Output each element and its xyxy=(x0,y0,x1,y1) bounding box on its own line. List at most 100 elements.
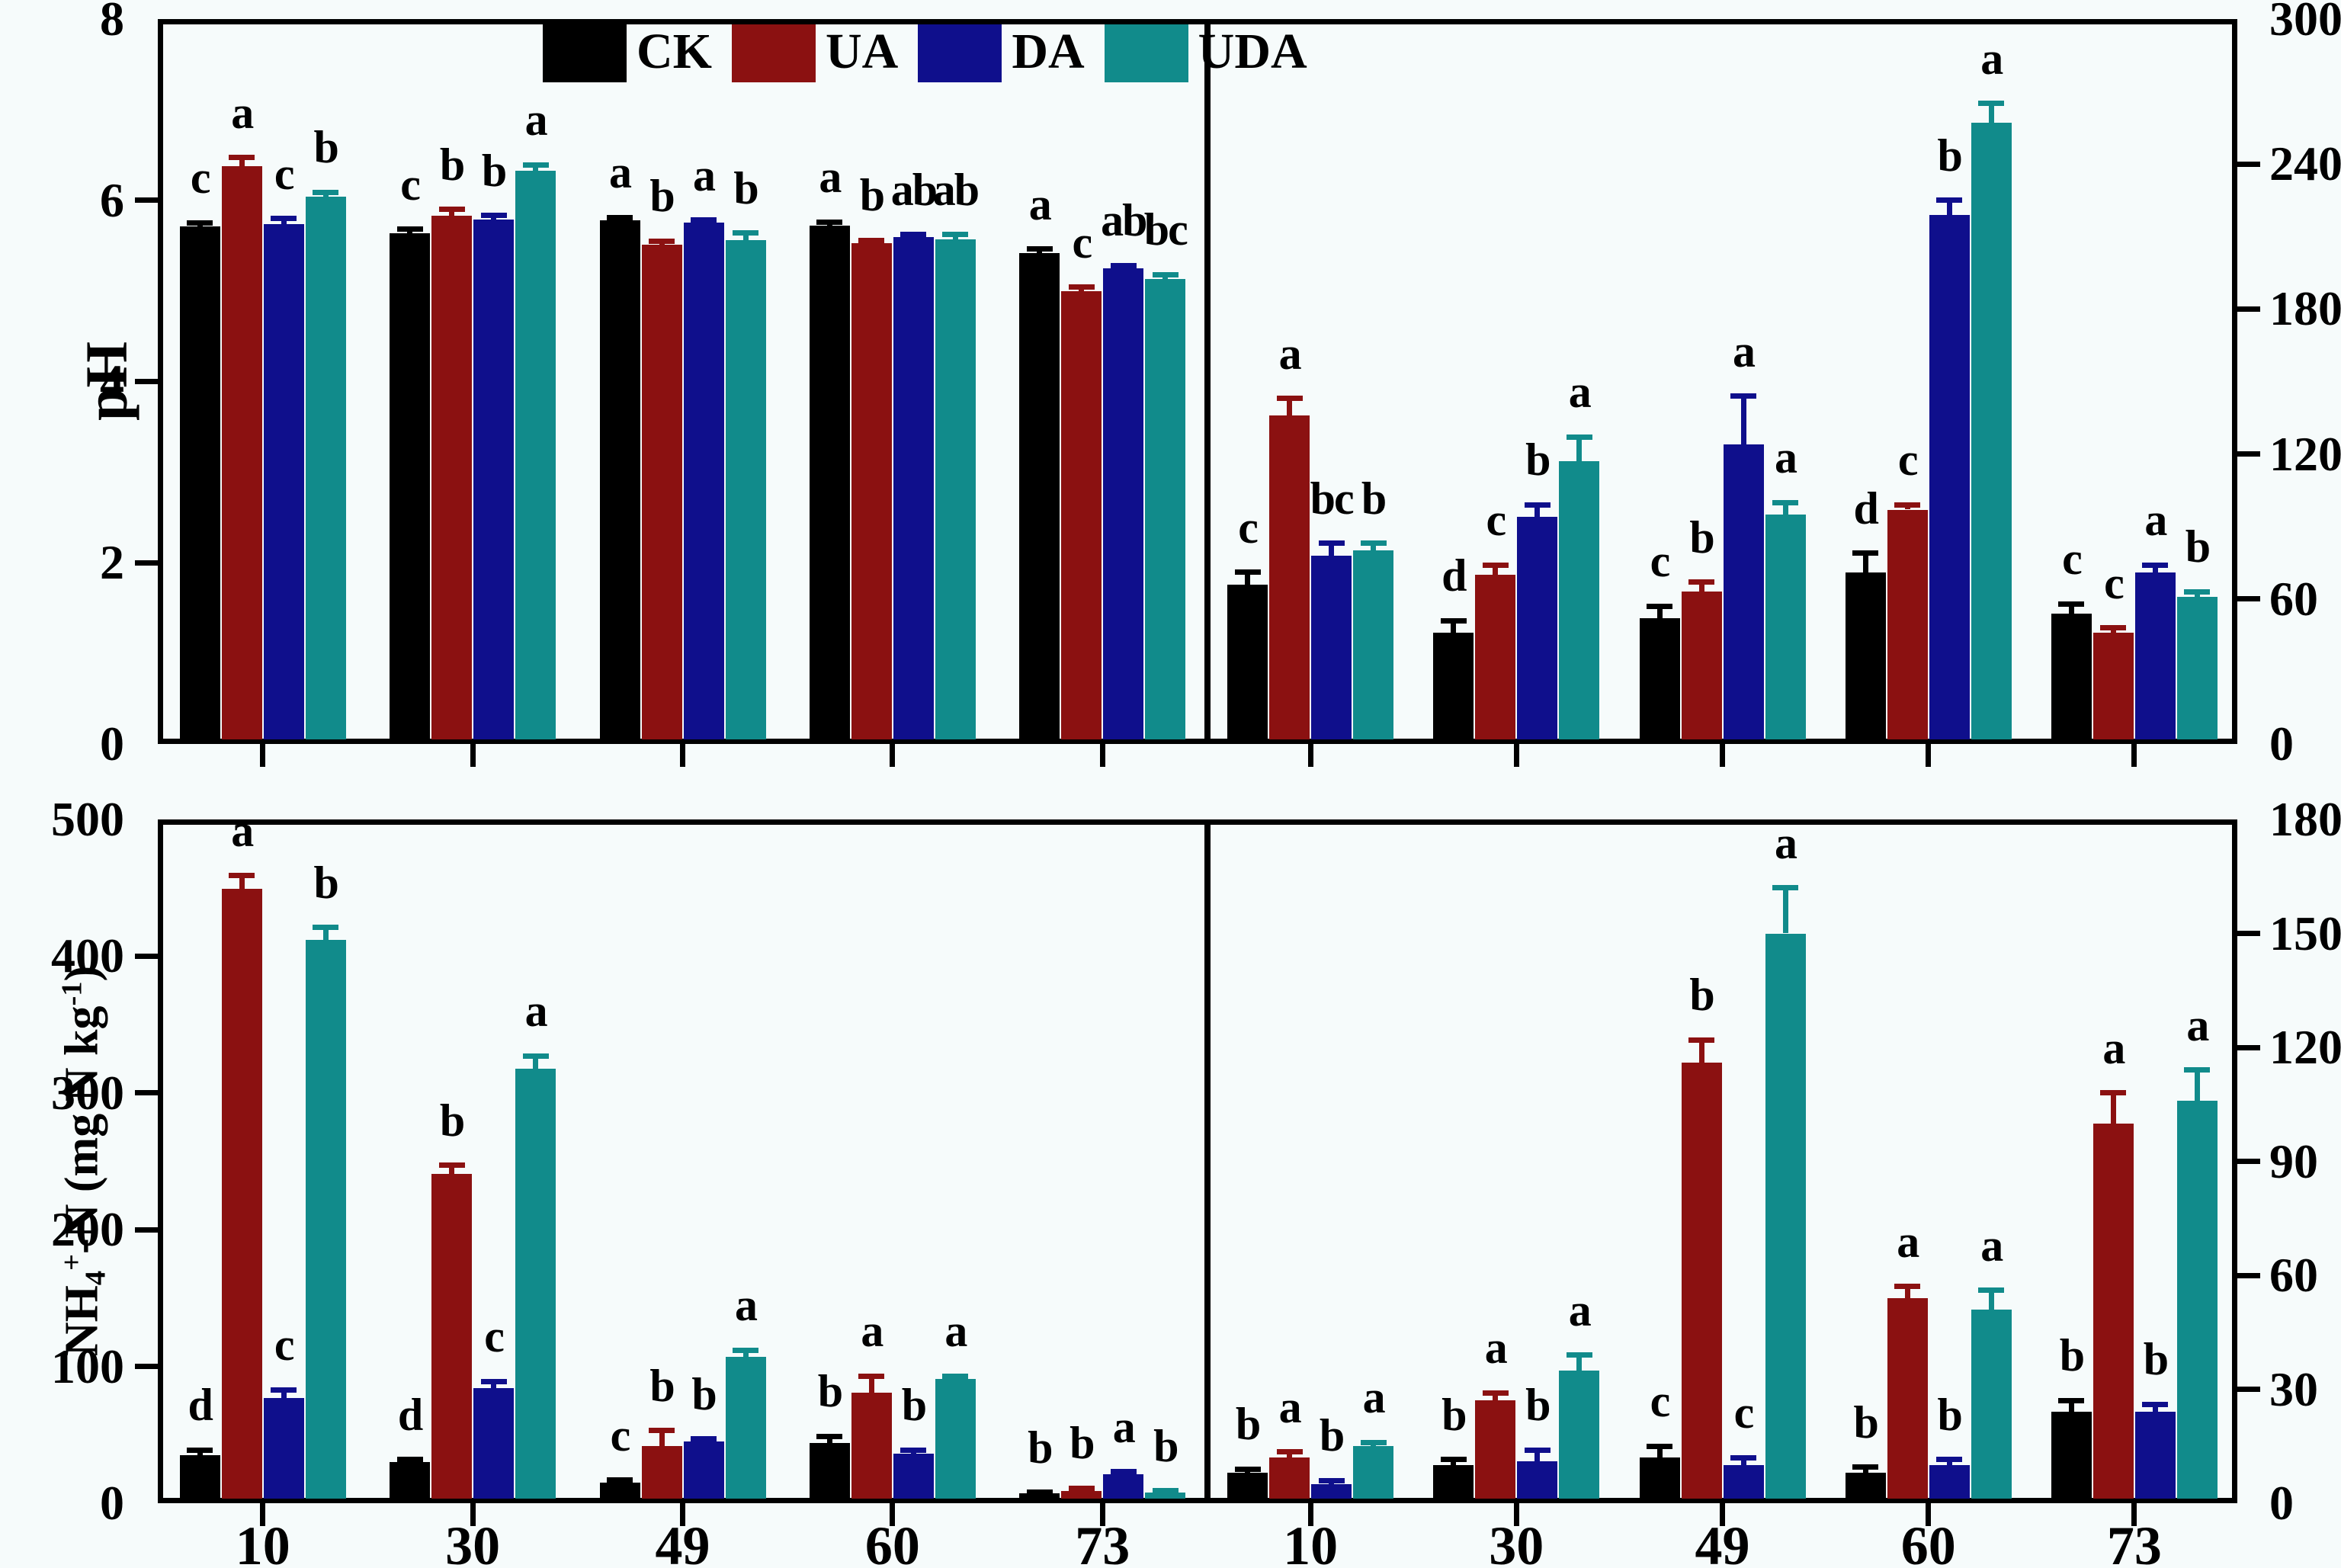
error-bar-UA-day30 xyxy=(1493,565,1499,576)
error-bar-cap-UA-day60 xyxy=(858,237,885,243)
error-bar-cap-UA-day60 xyxy=(1894,1284,1921,1290)
error-bar-cap-UDA-day49 xyxy=(1772,885,1798,891)
error-bar-cap-UA-day60 xyxy=(858,1373,885,1379)
sig-letter-UDA-day49: a xyxy=(1775,432,1797,483)
x-tick-label: 49 xyxy=(655,1515,710,1568)
sig-letter-DA-day30: b xyxy=(481,145,507,196)
sig-letter-UA-day60: a xyxy=(1897,1216,1919,1267)
error-bar-cap-CK-day10 xyxy=(187,220,213,226)
error-bar-UA-day10 xyxy=(1287,398,1293,415)
x-tick xyxy=(1307,744,1313,767)
bar-UA-day73 xyxy=(1061,1490,1102,1499)
error-bar-UA-day30 xyxy=(449,1165,455,1174)
error-bar-cap-CK-day60 xyxy=(1852,550,1879,556)
bar-UDA-day60 xyxy=(1971,1309,2012,1499)
y-tick-label: 0 xyxy=(100,1476,124,1530)
sig-letter-UA-day10: a xyxy=(1278,328,1302,379)
bar-CK-day73 xyxy=(1019,252,1060,739)
bar-UA-day10 xyxy=(221,889,262,1499)
error-bar-CK-day49 xyxy=(1656,1446,1663,1458)
error-bar-cap-DA-day10 xyxy=(1318,540,1345,547)
x-tick-label: 60 xyxy=(1900,1515,1956,1568)
sig-letter-CK-day10: c xyxy=(1238,502,1259,553)
sig-letter-UDA-day10: b xyxy=(313,857,339,908)
bar-UDA-day30 xyxy=(515,1068,556,1499)
error-bar-cap-CK-day73 xyxy=(2058,1397,2085,1403)
sig-letter-CK-day60: b xyxy=(1853,1396,1879,1448)
bar-DA-day10 xyxy=(1311,555,1352,739)
panel-frame-bottom xyxy=(158,819,2237,1503)
sig-letter-UA-day49: b xyxy=(1689,970,1714,1021)
error-bar-cap-UA-day10 xyxy=(1276,1449,1303,1455)
error-bar-cap-UA-day10 xyxy=(229,155,255,161)
error-bar-cap-DA-day30 xyxy=(480,213,507,219)
bar-CK-day49 xyxy=(1639,1457,1680,1499)
error-bar-UA-day30 xyxy=(1493,1393,1499,1401)
sig-letter-DA-day60: b xyxy=(901,1380,927,1431)
bar-DA-day49 xyxy=(1723,444,1764,739)
bar-CK-day30 xyxy=(1433,633,1474,739)
sig-letter-UA-day73: a xyxy=(2102,1022,2125,1073)
y-tick-label: 90 xyxy=(2269,1134,2318,1188)
sig-letter-UA-day73: c xyxy=(1072,216,1092,268)
error-bar-cap-CK-day73 xyxy=(1026,246,1053,252)
error-bar-cap-CK-day49 xyxy=(607,1477,633,1483)
error-bar-CK-day49 xyxy=(1656,606,1663,619)
error-bar-CK-day10 xyxy=(197,1450,203,1456)
error-bar-DA-day30 xyxy=(1534,505,1541,517)
y-axis-title-nh4: NH4+-N (mg N kg-1) xyxy=(56,966,111,1356)
bar-UA-day73 xyxy=(2092,633,2134,739)
sig-letter-DA-day30: c xyxy=(484,1311,505,1362)
bar-UDA-day73 xyxy=(1145,279,1186,739)
sig-letter-CK-day60: b xyxy=(817,1366,843,1417)
x-tick-label: 60 xyxy=(864,1515,920,1568)
bar-UA-day60 xyxy=(1887,509,1928,739)
sig-letter-UA-day73: b xyxy=(1069,1418,1095,1469)
bar-UA-day60 xyxy=(851,1392,892,1499)
x-tick-label: 10 xyxy=(1283,1515,1339,1568)
error-bar-cap-UA-day49 xyxy=(649,1428,675,1434)
legend-label: UA xyxy=(826,24,899,79)
x-tick xyxy=(470,744,476,767)
sig-letter-UA-day30: c xyxy=(1486,495,1506,546)
y-tick xyxy=(135,1090,158,1096)
error-bar-cap-UDA-day30 xyxy=(1566,1352,1592,1358)
x-tick xyxy=(1099,1503,1105,1526)
y-tick-label: 8 xyxy=(100,0,124,46)
bar-UA-day49 xyxy=(641,244,682,739)
sig-letter-UDA-day30: a xyxy=(524,986,548,1037)
y-tick-label: 300 xyxy=(2269,0,2341,46)
error-bar-cap-UA-day73 xyxy=(1068,284,1095,290)
error-bar-cap-DA-day73 xyxy=(2142,1401,2169,1407)
error-bar-UDA-day30 xyxy=(533,1056,539,1069)
y-tick-label: 0 xyxy=(100,717,124,771)
y-tick-label: 100 xyxy=(51,1339,124,1393)
error-bar-cap-UDA-day73 xyxy=(2184,1067,2211,1073)
legend-item-DA: DA xyxy=(918,21,1085,82)
error-bar-cap-CK-day10 xyxy=(1234,1466,1261,1472)
panel-divider xyxy=(1204,819,1211,1503)
y-tick-label: 60 xyxy=(2269,571,2318,626)
y-tick-label: 120 xyxy=(2269,1020,2341,1074)
error-bar-CK-day60 xyxy=(826,1436,832,1444)
sig-letter-CK-day10: c xyxy=(190,152,211,204)
bar-UA-day30 xyxy=(1475,575,1516,739)
error-bar-UA-day60 xyxy=(1904,1286,1910,1298)
panel-frame-top xyxy=(158,19,2237,744)
error-bar-cap-UDA-day60 xyxy=(1978,101,2005,107)
error-bar-cap-CK-day73 xyxy=(2058,601,2085,607)
error-bar-UA-day49 xyxy=(659,1430,665,1446)
error-bar-UDA-day10 xyxy=(1371,543,1377,551)
x-tick xyxy=(680,1503,685,1526)
sig-letter-CK-day30: d xyxy=(397,1389,423,1440)
error-bar-cap-UDA-day49 xyxy=(1772,499,1798,505)
error-bar-DA-day73 xyxy=(2152,565,2158,572)
bar-UDA-day10 xyxy=(305,196,346,739)
y-tick-label: 300 xyxy=(51,1065,124,1120)
panel-divider xyxy=(1204,19,1211,744)
x-tick xyxy=(890,744,896,767)
error-bar-cap-UA-day10 xyxy=(1276,396,1303,402)
bar-CK-day10 xyxy=(179,226,220,739)
sig-letter-UA-day10: a xyxy=(231,805,254,856)
sig-letter-CK-day10: b xyxy=(1235,1399,1261,1450)
